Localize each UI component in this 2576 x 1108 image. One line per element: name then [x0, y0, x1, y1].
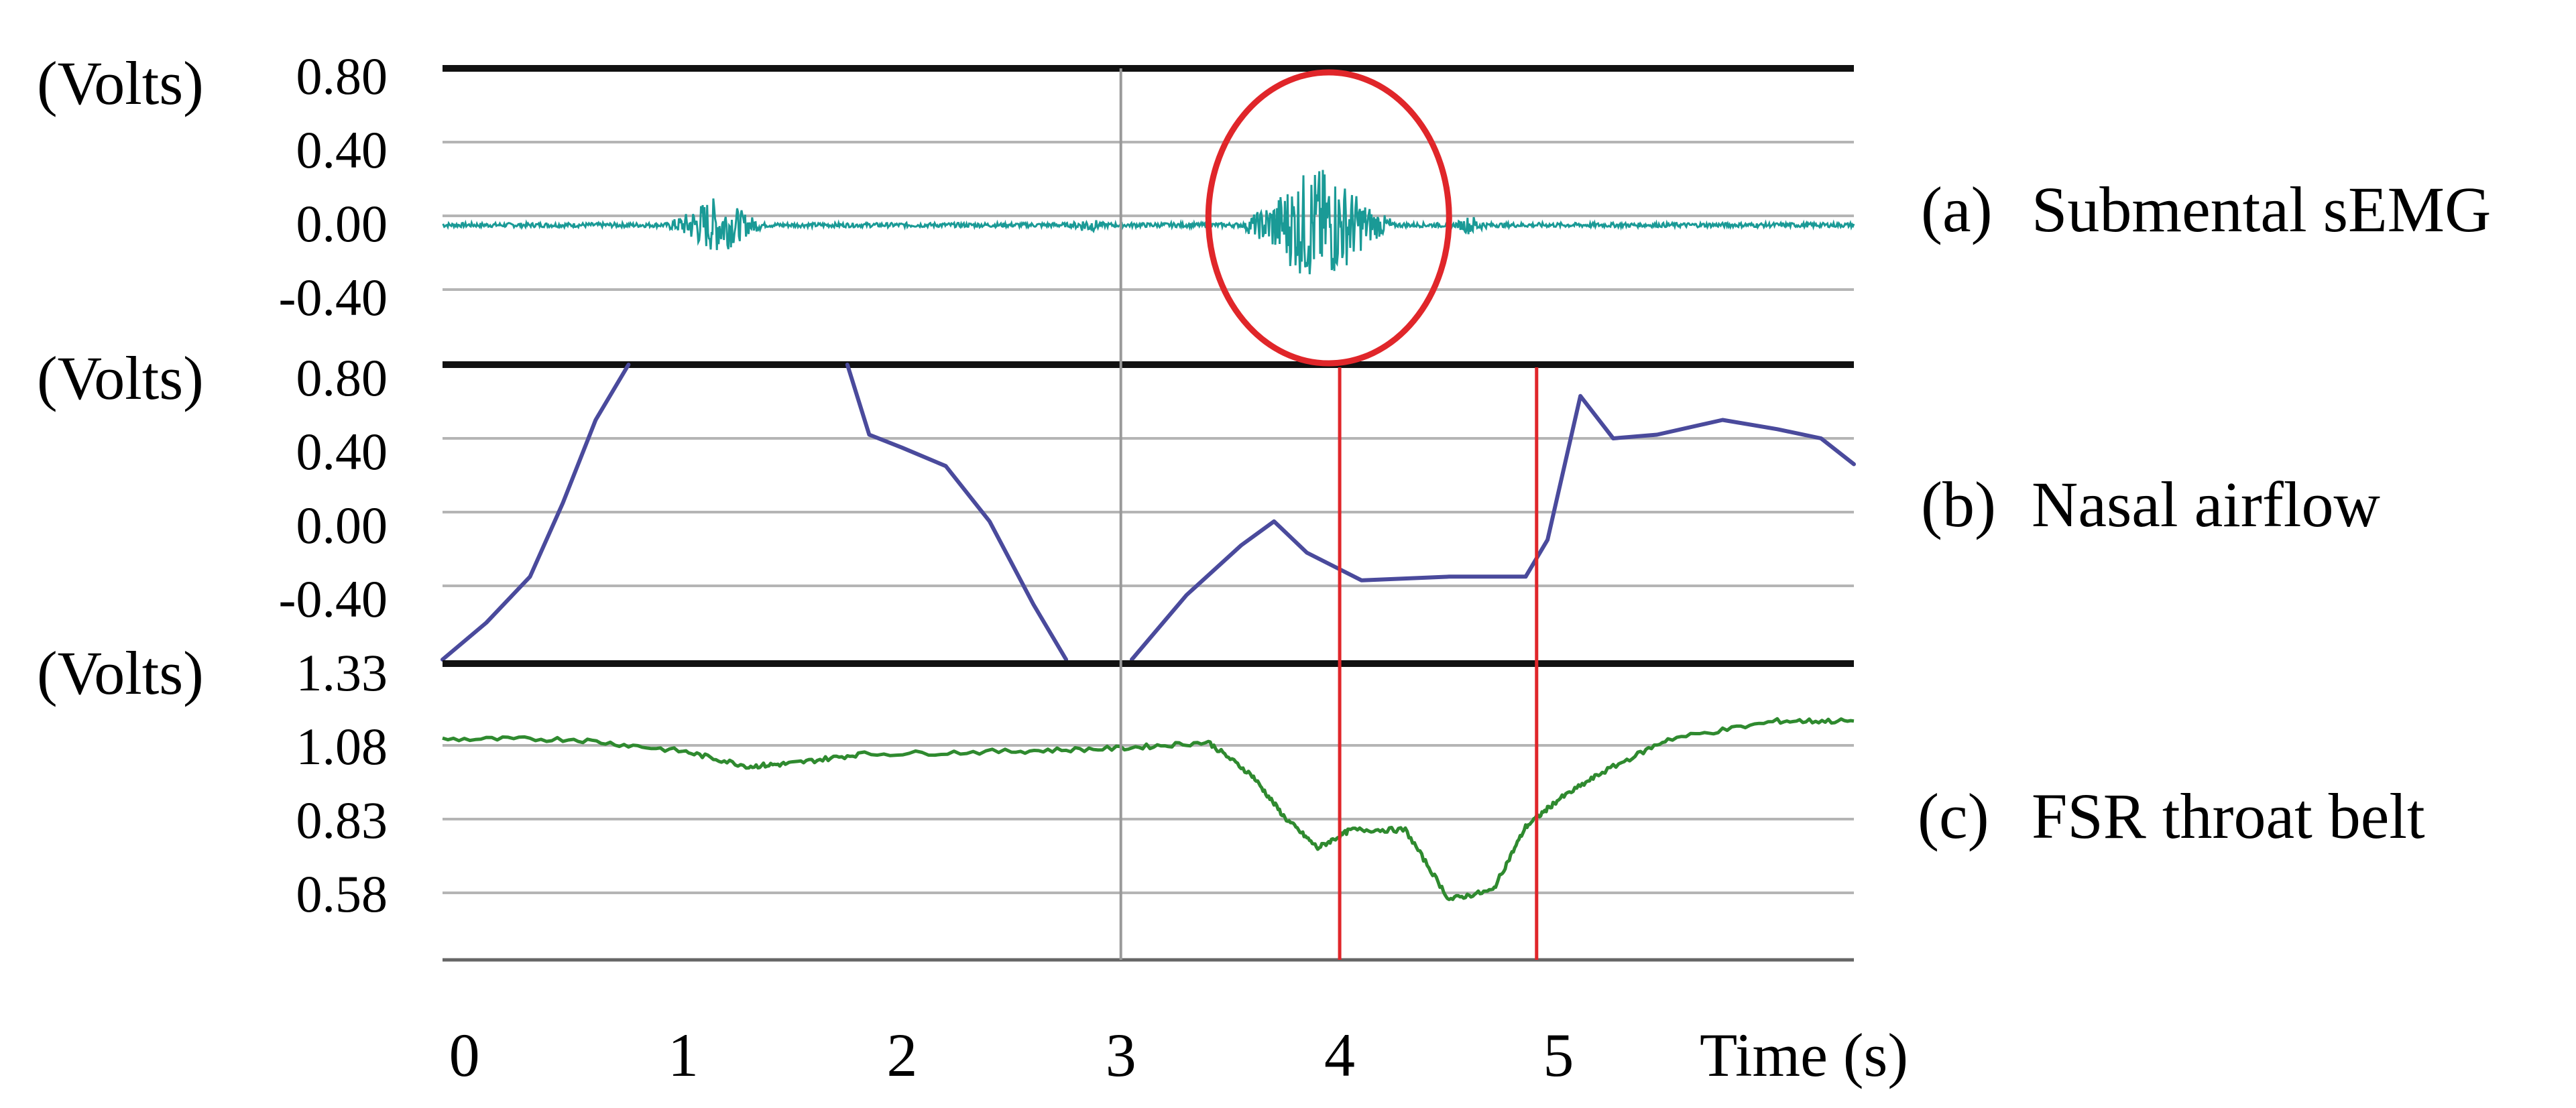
panel-b-label: Nasal airflow: [2032, 469, 2380, 540]
panel-a-label: Submental sEMG: [2032, 174, 2491, 245]
panel-b-airflow-trace-1: [441, 363, 631, 662]
panel-c-ytick-0: 1.33: [296, 643, 388, 702]
x-tick-4: 4: [1324, 1021, 1355, 1089]
x-tick-0: 0: [449, 1021, 480, 1089]
panel-c-fsr-trace: [442, 717, 1855, 902]
x-axis-label: Time (s): [1700, 1021, 1908, 1089]
panel-c-ytick-1: 1.08: [296, 717, 388, 776]
panel-b-ytick-2: 0.00: [296, 496, 388, 554]
panel-a-y-unit: (Volts): [37, 49, 204, 117]
panel-b-label-tag: (b): [1921, 469, 1996, 540]
panel-c-ytick-3: 0.58: [296, 865, 388, 923]
panel-b-airflow-trace-2: [845, 363, 1069, 662]
x-tick-1: 1: [668, 1021, 699, 1089]
panel-c-ytick-2: 0.83: [296, 791, 388, 849]
panel-b-ytick-1: 0.40: [296, 422, 388, 481]
panel-a: (Volts) 0.80 0.40 0.00 -0.40 (a) Subment…: [37, 47, 2491, 326]
panel-b-ytick-3: -0.40: [279, 570, 388, 628]
x-axis: 0 1 2 3 4 5 Time (s): [449, 1021, 1908, 1089]
panel-a-semg-trace: [442, 170, 1855, 275]
panel-a-label-tag: (a): [1921, 174, 1993, 245]
panel-b-y-unit: (Volts): [37, 344, 204, 412]
panel-c-y-unit: (Volts): [37, 639, 204, 707]
x-tick-2: 2: [886, 1021, 917, 1089]
highlight-ellipse: [1205, 69, 1452, 367]
panel-c-label-tag: (c): [1918, 780, 1989, 852]
panel-a-ytick-2: 0.00: [296, 194, 388, 253]
panel-b-airflow-trace-3: [1130, 393, 1856, 662]
panel-a-ytick-0: 0.80: [296, 47, 388, 105]
x-tick-5: 5: [1543, 1021, 1574, 1089]
panel-a-ytick-1: 0.40: [296, 121, 388, 179]
panel-b: (Volts) 0.80 0.40 0.00 -0.40 (b) Nasal a…: [37, 344, 2380, 662]
x-tick-3: 3: [1106, 1021, 1136, 1089]
panel-c-label: FSR throat belt: [2032, 780, 2425, 852]
panel-c: (Volts) 1.33 1.08 0.83 0.58 (c) FSR thro…: [37, 639, 2425, 962]
panel-a-ytick-3: -0.40: [279, 268, 388, 326]
panel-b-ytick-0: 0.80: [296, 349, 388, 407]
